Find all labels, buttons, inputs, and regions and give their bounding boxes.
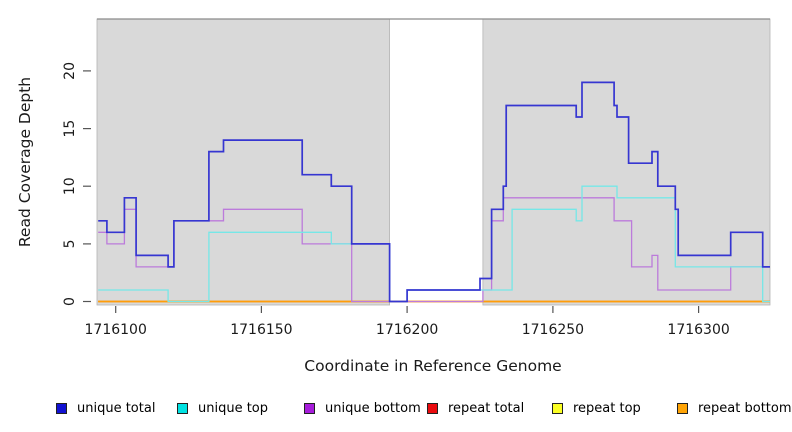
series-line-unique-total (98, 81, 770, 303)
legend-label: repeat bottom (698, 400, 792, 416)
x-tick-label: 1716100 (85, 322, 147, 338)
legend-label: unique total (77, 400, 156, 416)
y-tick-label: 15 (62, 120, 78, 138)
legend-item-repeat-bottom: repeat bottom (677, 399, 792, 417)
y-tick-label: 20 (62, 62, 78, 80)
legend-item-repeat-top: repeat top (552, 399, 641, 417)
legend-swatch-unique-bottom (304, 402, 315, 414)
legend-label: repeat total (448, 400, 525, 416)
legend-item-unique-bottom: unique bottom (304, 399, 421, 417)
y-axis-title: Read Coverage Depth (16, 77, 34, 247)
x-tick-label: 1716250 (522, 322, 584, 338)
x-tick-label: 1716200 (376, 322, 438, 338)
shaded-region (482, 18, 771, 306)
legend-label: repeat top (573, 400, 641, 416)
legend-item-unique-total: unique total (56, 399, 155, 417)
y-tick-label: 10 (62, 177, 78, 195)
legend-item-unique-top: unique top (177, 399, 268, 417)
x-axis-title: Coordinate in Reference Genome (304, 357, 561, 375)
legend-swatch-unique-top (177, 402, 188, 414)
x-tick-label: 1716150 (230, 322, 292, 338)
legend-item-repeat-total: repeat total (427, 399, 524, 417)
y-tick-label: 5 (62, 239, 78, 248)
legend: unique total unique top unique bottom re… (0, 399, 792, 419)
legend-label: unique top (198, 400, 269, 416)
x-tick-label: 1716300 (667, 322, 729, 338)
legend-swatch-repeat-bottom (677, 402, 688, 414)
y-tick-label: 0 (62, 297, 78, 306)
legend-swatch-repeat-total (427, 402, 438, 414)
shaded-region (96, 18, 391, 306)
legend-swatch-unique-total (56, 402, 67, 414)
legend-swatch-repeat-top (552, 402, 563, 414)
legend-label: unique bottom (325, 400, 421, 416)
